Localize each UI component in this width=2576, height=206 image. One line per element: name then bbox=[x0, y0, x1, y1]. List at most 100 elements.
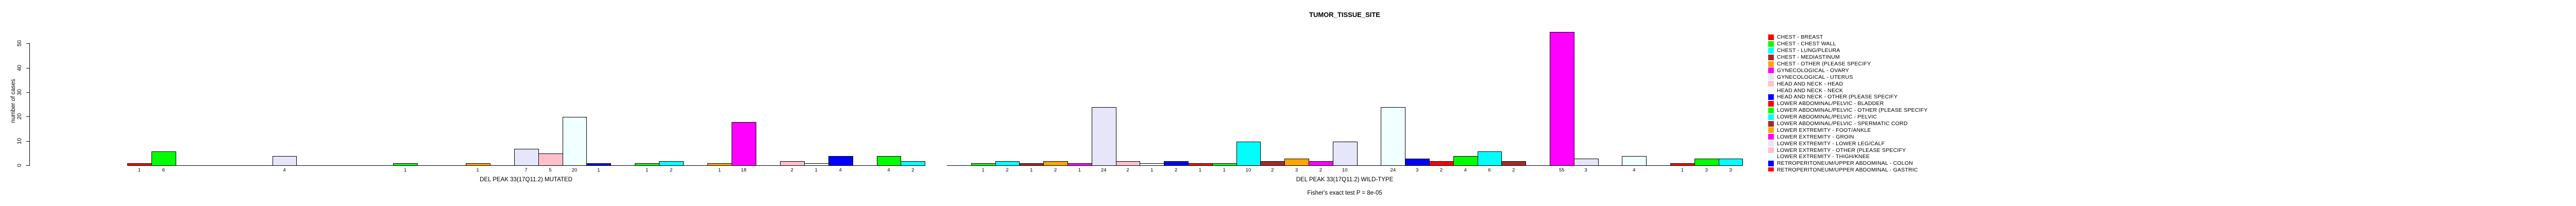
bar bbox=[635, 163, 660, 166]
bar-value-label: 2 bbox=[911, 167, 914, 173]
bar-value-label: 2 bbox=[1126, 167, 1129, 173]
legend-label: GYNECOLOGICAL - OVARY bbox=[1777, 67, 1849, 74]
chart-title: TUMOR_TISSUE_SITE bbox=[1309, 11, 1380, 19]
bar bbox=[1091, 107, 1116, 166]
legend-row: LOWER ABDOMINAL/PELVIC - PELVIC bbox=[1768, 114, 1985, 121]
bar-value-label: 1 bbox=[476, 167, 479, 173]
bar bbox=[659, 161, 684, 166]
legend-label: HEAD AND NECK - HEAD bbox=[1777, 80, 1843, 87]
bar bbox=[1622, 156, 1647, 166]
legend-label: LOWER ABDOMINAL/PELVIC - SPERMATIC CORD bbox=[1777, 121, 1908, 127]
legend-row: LOWER EXTREMITY - GROIN bbox=[1768, 133, 1985, 140]
bar-value-label: 2 bbox=[1174, 167, 1178, 173]
bar bbox=[1550, 32, 1574, 166]
bar bbox=[876, 156, 902, 166]
bar bbox=[828, 156, 853, 166]
bar bbox=[1309, 161, 1333, 166]
bar bbox=[804, 163, 829, 166]
bar bbox=[1405, 159, 1430, 166]
legend-label: CHEST - BREAST bbox=[1777, 34, 1823, 41]
legend-swatch bbox=[1768, 114, 1774, 120]
legend-swatch bbox=[1768, 34, 1774, 40]
bar-value-label: 7 bbox=[524, 167, 528, 173]
bar-value-label: 3 bbox=[1584, 167, 1587, 173]
legend-swatch bbox=[1768, 74, 1774, 80]
legend-label: CHEST - CHEST WALL bbox=[1777, 41, 1836, 47]
y-axis-tick bbox=[26, 92, 29, 93]
bar-value-label: 3 bbox=[1415, 167, 1419, 173]
bar bbox=[1164, 161, 1189, 166]
bar-value-label: 6 bbox=[162, 167, 165, 173]
bar-value-label: 1 bbox=[1150, 167, 1154, 173]
bar bbox=[1284, 159, 1309, 166]
bar bbox=[1694, 159, 1719, 166]
legend-row: CHEST - OTHER (PLEASE SPECIFY bbox=[1768, 61, 1985, 67]
bar-value-label: 4 bbox=[283, 167, 286, 173]
bar bbox=[1381, 107, 1406, 166]
legend-row: CHEST - BREAST bbox=[1768, 34, 1985, 41]
bar bbox=[538, 153, 563, 166]
bar bbox=[1453, 156, 1478, 166]
bar bbox=[393, 163, 418, 166]
y-axis-tick-label: 40 bbox=[16, 64, 23, 71]
legend-label: CHEST - OTHER (PLEASE SPECIFY bbox=[1777, 61, 1871, 67]
legend-row: LOWER EXTREMITY - FOOT/ANKLE bbox=[1768, 127, 1985, 133]
y-axis-tick-label: 0 bbox=[16, 163, 23, 167]
bar-value-label: 24 bbox=[1100, 167, 1107, 173]
legend-label: CHEST - LUNG/PLEURA bbox=[1777, 47, 1840, 54]
bar-value-label: 3 bbox=[1729, 167, 1732, 173]
bar-value-label: 4 bbox=[887, 167, 890, 173]
legend-label: CHEST - MEDIASTINUM bbox=[1777, 54, 1840, 61]
bar-value-label: 1 bbox=[1030, 167, 1033, 173]
legend-row: LOWER ABDOMINAL/PELVIC - SPERMATIC CORD bbox=[1768, 121, 1985, 127]
legend-swatch bbox=[1768, 100, 1774, 107]
y-axis-tick-label: 10 bbox=[16, 138, 23, 144]
bar-value-label: 4 bbox=[1633, 167, 1636, 173]
legend-label: LOWER EXTREMITY - FOOT/ANKLE bbox=[1777, 127, 1871, 133]
legend-swatch bbox=[1768, 41, 1774, 47]
bar-value-label: 1 bbox=[1078, 167, 1081, 173]
bar-value-label: 20 bbox=[571, 167, 578, 173]
legend-label: LOWER ABDOMINAL/PELVIC - OTHER (PLEASE S… bbox=[1777, 107, 1928, 114]
bar bbox=[1477, 151, 1502, 166]
y-axis-tick-label: 30 bbox=[16, 89, 23, 96]
legend-label: LOWER EXTREMITY - LOWER LEG/CALF bbox=[1777, 140, 1885, 147]
bar bbox=[514, 149, 539, 166]
legend-row: RETROPERITONEUM/UPPER ABDOMINAL - COLON bbox=[1768, 160, 1985, 167]
bar-value-label: 1 bbox=[1681, 167, 1684, 173]
bar-value-label: 2 bbox=[1006, 167, 1009, 173]
legend-row: LOWER EXTREMITY - LOWER LEG/CALF bbox=[1768, 140, 1985, 147]
bar-value-label: 2 bbox=[670, 167, 673, 173]
bar-value-label: 4 bbox=[1464, 167, 1467, 173]
bar-value-label: 18 bbox=[741, 167, 747, 173]
legend-label: LOWER ABDOMINAL/PELVIC - BLADDER bbox=[1777, 100, 1884, 107]
bar bbox=[1332, 142, 1358, 166]
bar-value-label: 2 bbox=[1319, 167, 1323, 173]
legend-label: LOWER ABDOMINAL/PELVIC - PELVIC bbox=[1777, 114, 1877, 121]
bar-value-label: 2 bbox=[1271, 167, 1274, 173]
bar-value-label: 24 bbox=[1390, 167, 1396, 173]
y-axis-tick bbox=[26, 141, 29, 142]
bar-value-label: 2 bbox=[1439, 167, 1443, 173]
legend-label: RETROPERITONEUM/UPPER ABDOMINAL - COLON bbox=[1777, 160, 1913, 167]
bar bbox=[586, 163, 612, 166]
bar-value-label: 10 bbox=[1342, 167, 1348, 173]
bar bbox=[1115, 161, 1141, 166]
legend-label: GYNECOLOGICAL - UTERUS bbox=[1777, 74, 1853, 80]
bar-value-label: 10 bbox=[1245, 167, 1251, 173]
legend-row: LOWER EXTREMITY - OTHER (PLEASE SPECIFY bbox=[1768, 147, 1985, 153]
bar bbox=[732, 122, 756, 166]
legend: CHEST - BREAST CHEST - CHEST WALL CHEST - … bbox=[1768, 34, 1985, 171]
legend-label: HEAD AND NECK - OTHER (PLEASE SPECIFY bbox=[1777, 94, 1898, 100]
bar-value-label: 3 bbox=[1705, 167, 1708, 173]
bar bbox=[465, 163, 490, 166]
bar-value-label: 1 bbox=[981, 167, 985, 173]
bar bbox=[1140, 163, 1165, 166]
legend-swatch bbox=[1768, 147, 1774, 153]
bar bbox=[151, 151, 176, 166]
legend-swatch bbox=[1768, 94, 1774, 100]
bar bbox=[1043, 161, 1068, 166]
panel-label-mutated: DEL PEAK 33(17Q11.2) MUTATED bbox=[480, 177, 572, 183]
bar bbox=[1670, 163, 1695, 166]
